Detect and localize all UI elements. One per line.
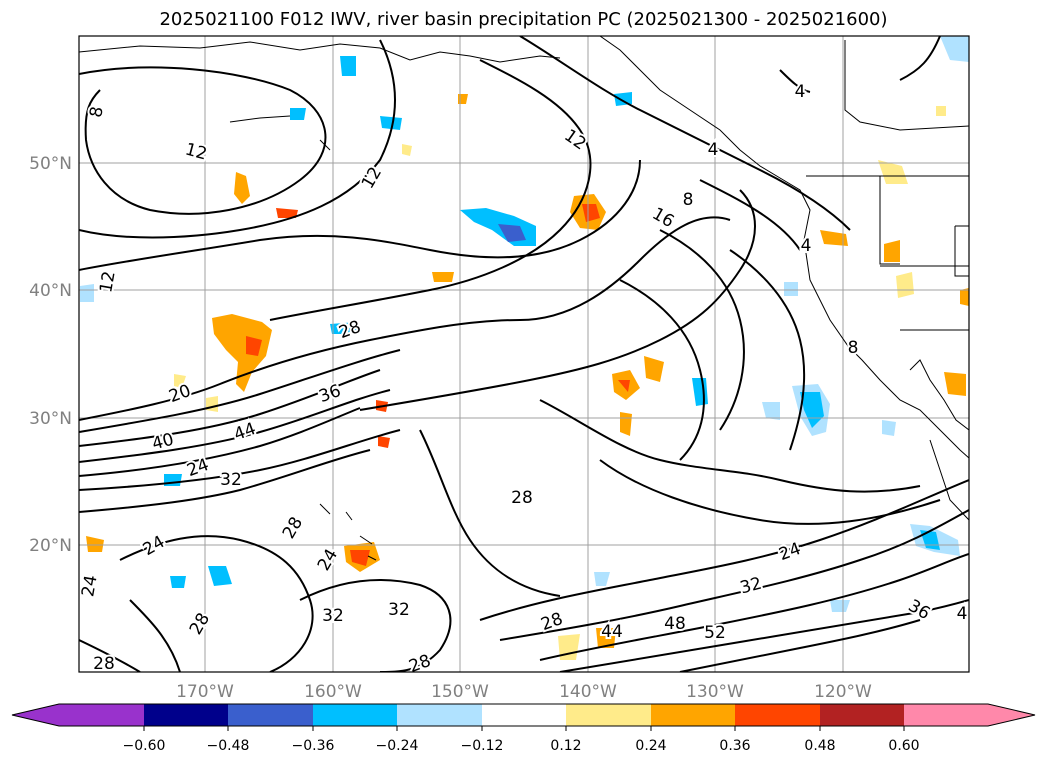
colorbar-tick-label: 0.48 bbox=[804, 738, 835, 754]
contour-label-halo: 32 bbox=[220, 470, 242, 490]
colorbar-over-arrow bbox=[988, 704, 1035, 726]
lon-label-160w: 160°W bbox=[304, 682, 362, 702]
map-background bbox=[79, 36, 969, 672]
colorbar-band bbox=[397, 704, 482, 726]
colorbar: −0.60 −0.48 −0.36 −0.24 −0.12 0.12 0.24 … bbox=[11, 703, 1036, 754]
colorbar-tick-label: −0.36 bbox=[292, 738, 335, 754]
lat-label-30: 30°N bbox=[29, 409, 72, 429]
map-frame bbox=[78, 35, 970, 673]
contour-label: 12 bbox=[96, 270, 119, 295]
contour-label-halo: 4 bbox=[795, 82, 806, 102]
contour-label-halo: 4 bbox=[708, 140, 719, 160]
colorbar-tick-label: 0.36 bbox=[719, 738, 750, 754]
colorbar-tick-label: 0.12 bbox=[550, 738, 581, 754]
contour-label-halo: 32 bbox=[388, 600, 410, 620]
contour-label: 4 bbox=[801, 236, 812, 256]
contour-label: 28 bbox=[511, 488, 533, 508]
colorbar-under-arrow bbox=[12, 704, 59, 726]
lon-label-170w: 170°W bbox=[176, 682, 234, 702]
contour-label: 44 bbox=[601, 622, 623, 642]
colorbar-tick-label: −0.12 bbox=[461, 738, 504, 754]
coastlines bbox=[79, 36, 969, 561]
colorbar-tick-label: 0.24 bbox=[635, 738, 666, 754]
colorbar-band bbox=[144, 704, 228, 726]
contour-label: 4 bbox=[957, 604, 968, 624]
colorbar-tick-label: −0.24 bbox=[376, 738, 419, 754]
contour-label: 32 bbox=[322, 606, 344, 626]
contour-label-halo: 28 bbox=[511, 488, 533, 508]
precip-shading bbox=[80, 36, 969, 660]
colorbar-band bbox=[566, 704, 651, 726]
map-title: 2025021100 F012 IWV, river basin precipi… bbox=[159, 9, 888, 30]
contour-label: 28 bbox=[93, 654, 115, 674]
lon-label-120w: 120°W bbox=[814, 682, 872, 702]
lon-label-140w: 140°W bbox=[559, 682, 617, 702]
contour-label-halo: 4 bbox=[801, 236, 812, 256]
colorbar-band bbox=[904, 704, 988, 726]
colorbar-outline bbox=[11, 703, 1036, 727]
colorbar-tick-label: −0.60 bbox=[123, 738, 166, 754]
colorbar-band bbox=[482, 704, 566, 726]
contour-label: 32 bbox=[388, 600, 410, 620]
iwv-contours bbox=[79, 36, 969, 672]
colorbar-tick-label: 0.60 bbox=[888, 738, 919, 754]
contour-label: 24 bbox=[78, 574, 101, 599]
contour-label: 4 bbox=[708, 140, 719, 160]
colorbar-band bbox=[59, 704, 144, 726]
contour-label: 52 bbox=[704, 623, 726, 643]
colorbar-tick-label: −0.48 bbox=[207, 738, 250, 754]
contour-label-halo: 4 bbox=[957, 604, 968, 624]
colorbar-band bbox=[651, 704, 735, 726]
contour-label: 48 bbox=[664, 614, 686, 634]
map-gridlines bbox=[79, 36, 969, 672]
colorbar-band bbox=[313, 704, 397, 726]
colorbar-ticks bbox=[143, 726, 905, 731]
longitude-labels: 170°W 160°W 150°W 140°W 130°W 120°W bbox=[176, 682, 872, 702]
contour-label: 8 bbox=[848, 338, 859, 358]
contour-label-halo: 32 bbox=[322, 606, 344, 626]
contour-label: 8 bbox=[86, 105, 108, 119]
colorbar-band bbox=[735, 704, 820, 726]
lon-label-150w: 150°W bbox=[431, 682, 489, 702]
contour-label: 8 bbox=[683, 190, 694, 210]
contour-label-halo: 8 bbox=[683, 190, 694, 210]
lat-label-20: 20°N bbox=[29, 536, 72, 556]
latitude-labels: 50°N 40°N 30°N 20°N bbox=[29, 154, 72, 556]
contour-label-halo: 48 bbox=[664, 614, 686, 634]
colorbar-band bbox=[228, 704, 313, 726]
colorbar-band bbox=[820, 704, 904, 726]
lon-label-130w: 130°W bbox=[686, 682, 744, 702]
contour-label-halo: 52 bbox=[704, 623, 726, 643]
contour-label-halo: 8 bbox=[848, 338, 859, 358]
contour-label: 32 bbox=[220, 470, 242, 490]
lat-label-40: 40°N bbox=[29, 281, 72, 301]
contour-label: 4 bbox=[795, 82, 806, 102]
lat-label-50: 50°N bbox=[29, 154, 72, 174]
contour-label-halo: 44 bbox=[601, 622, 623, 642]
